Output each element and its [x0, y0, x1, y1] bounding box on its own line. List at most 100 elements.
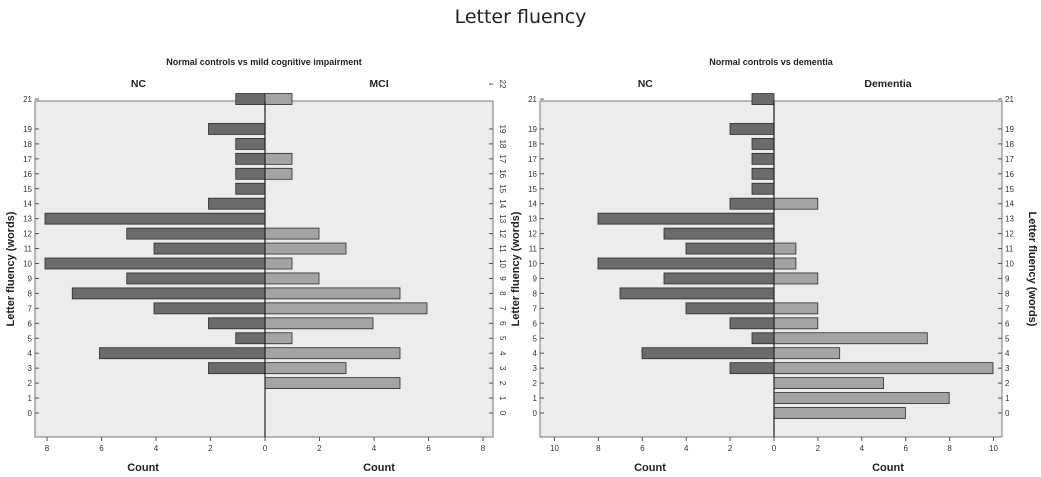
y-tick-label: 21 — [528, 95, 537, 104]
x-axis-label-left: Count — [634, 462, 666, 474]
bar-left — [729, 197, 775, 210]
bar-left — [208, 123, 266, 135]
right-y-tick-label: 17 — [1005, 155, 1014, 164]
right-y-tick-label: 15 — [1005, 185, 1014, 194]
bar-left — [235, 182, 266, 195]
x-tick-label: 8 — [45, 444, 50, 453]
bar-left — [44, 257, 266, 270]
bar-left — [153, 302, 266, 315]
bar-right — [773, 332, 928, 345]
x-tick-label: 6 — [99, 444, 104, 453]
bar-left — [71, 287, 266, 300]
right-y-tick-label: 10 — [1005, 260, 1014, 269]
x-axis-label-right: Count — [872, 462, 904, 474]
bar-right — [264, 347, 401, 360]
y-tick-label: 0 — [533, 409, 538, 418]
x-tick-label: 2 — [208, 444, 213, 453]
bar-right — [773, 242, 797, 255]
right-y-axis-label: Letter fluency (words) — [1026, 212, 1038, 327]
y-tick-label: 12 — [23, 230, 32, 239]
x-tick-label: 6 — [640, 444, 645, 453]
y-tick-label: 19 — [23, 125, 32, 134]
right-y-tick-label: 22 — [498, 80, 507, 89]
y-tick-label: 14 — [528, 200, 537, 209]
bar-left — [751, 93, 775, 105]
right-y-tick-label: 2 — [1005, 379, 1010, 388]
right-y-tick-label: 3 — [1005, 364, 1010, 373]
panel-title: Normal controls vs mild cognitive impair… — [166, 57, 362, 67]
right-y-tick-label: 1 — [498, 396, 507, 401]
right-y-tick-label: 8 — [1005, 289, 1010, 298]
x-axis-label-right: Count — [363, 462, 395, 474]
y-tick-label: 5 — [28, 334, 33, 343]
y-tick-label: 12 — [528, 230, 537, 239]
bar-left — [751, 152, 775, 165]
bar-right — [773, 272, 819, 285]
bar-left — [235, 137, 266, 150]
figure-title: Letter fluency — [454, 6, 587, 28]
x-tick-label: 8 — [947, 444, 952, 453]
bar-left — [751, 167, 775, 180]
y-tick-label: 16 — [528, 170, 537, 179]
bar-left — [663, 272, 775, 285]
right-y-tick-label: 16 — [1005, 170, 1014, 179]
right-y-tick-label: 6 — [498, 321, 507, 326]
x-tick-label: 2 — [317, 444, 322, 453]
right-y-tick-label: 11 — [1005, 245, 1014, 254]
bar-left — [751, 332, 775, 345]
left-group-label: NC — [638, 78, 654, 90]
bar-left — [597, 257, 775, 270]
bar-right — [264, 152, 293, 165]
y-tick-label: 18 — [528, 140, 537, 149]
bar-left — [729, 123, 775, 135]
bar-right — [264, 257, 293, 270]
y-tick-label: 3 — [28, 364, 33, 373]
y-tick-label: 16 — [23, 170, 32, 179]
right-y-tick-label: 14 — [498, 199, 507, 208]
bar-left — [597, 212, 775, 225]
y-tick-label: 14 — [23, 200, 32, 209]
right-y-tick-label: 2 — [498, 381, 507, 386]
x-axis-label-left: Count — [127, 462, 159, 474]
right-y-tick-label: 19 — [1005, 125, 1014, 134]
right-y-tick-label: 7 — [498, 306, 507, 311]
bar-right — [773, 317, 819, 330]
right-y-tick-label: 18 — [498, 139, 507, 148]
x-tick-label: 10 — [989, 444, 998, 453]
y-tick-label: 11 — [529, 245, 538, 254]
bar-right — [264, 93, 293, 105]
bar-left — [44, 212, 266, 225]
x-tick-label: 10 — [550, 444, 559, 453]
bar-left — [751, 182, 775, 195]
y-axis-label: Letter fluency (words) — [5, 211, 17, 326]
y-tick-label: 15 — [528, 185, 537, 194]
y-tick-label: 7 — [533, 304, 538, 313]
bar-right — [264, 167, 293, 180]
right-y-tick-label: 7 — [1005, 304, 1010, 313]
y-tick-label: 2 — [28, 379, 33, 388]
bar-right — [264, 317, 374, 330]
bar-left — [685, 302, 775, 315]
bar-left — [685, 242, 775, 255]
bar-right — [264, 227, 320, 240]
y-tick-label: 13 — [528, 215, 537, 224]
chart-panel-1: Normal controls vs mild cognitive impair… — [5, 57, 507, 474]
bar-left — [619, 287, 775, 300]
right-y-tick-label: 4 — [498, 351, 507, 356]
right-y-tick-label: 8 — [498, 291, 507, 296]
bar-left — [751, 137, 775, 150]
x-tick-label: 8 — [596, 444, 601, 453]
right-y-tick-label: 15 — [498, 184, 507, 193]
right-y-tick-label: 9 — [1005, 274, 1010, 283]
left-group-label: NC — [131, 78, 147, 90]
y-axis-label: Letter fluency (words) — [510, 211, 522, 326]
x-tick-label: 6 — [903, 444, 908, 453]
right-y-tick-label: 6 — [1005, 319, 1010, 328]
bar-right — [773, 377, 884, 390]
bar-left — [126, 272, 266, 285]
right-y-tick-label: 1 — [1005, 394, 1010, 403]
y-tick-label: 10 — [23, 260, 32, 269]
y-tick-label: 17 — [528, 155, 537, 164]
